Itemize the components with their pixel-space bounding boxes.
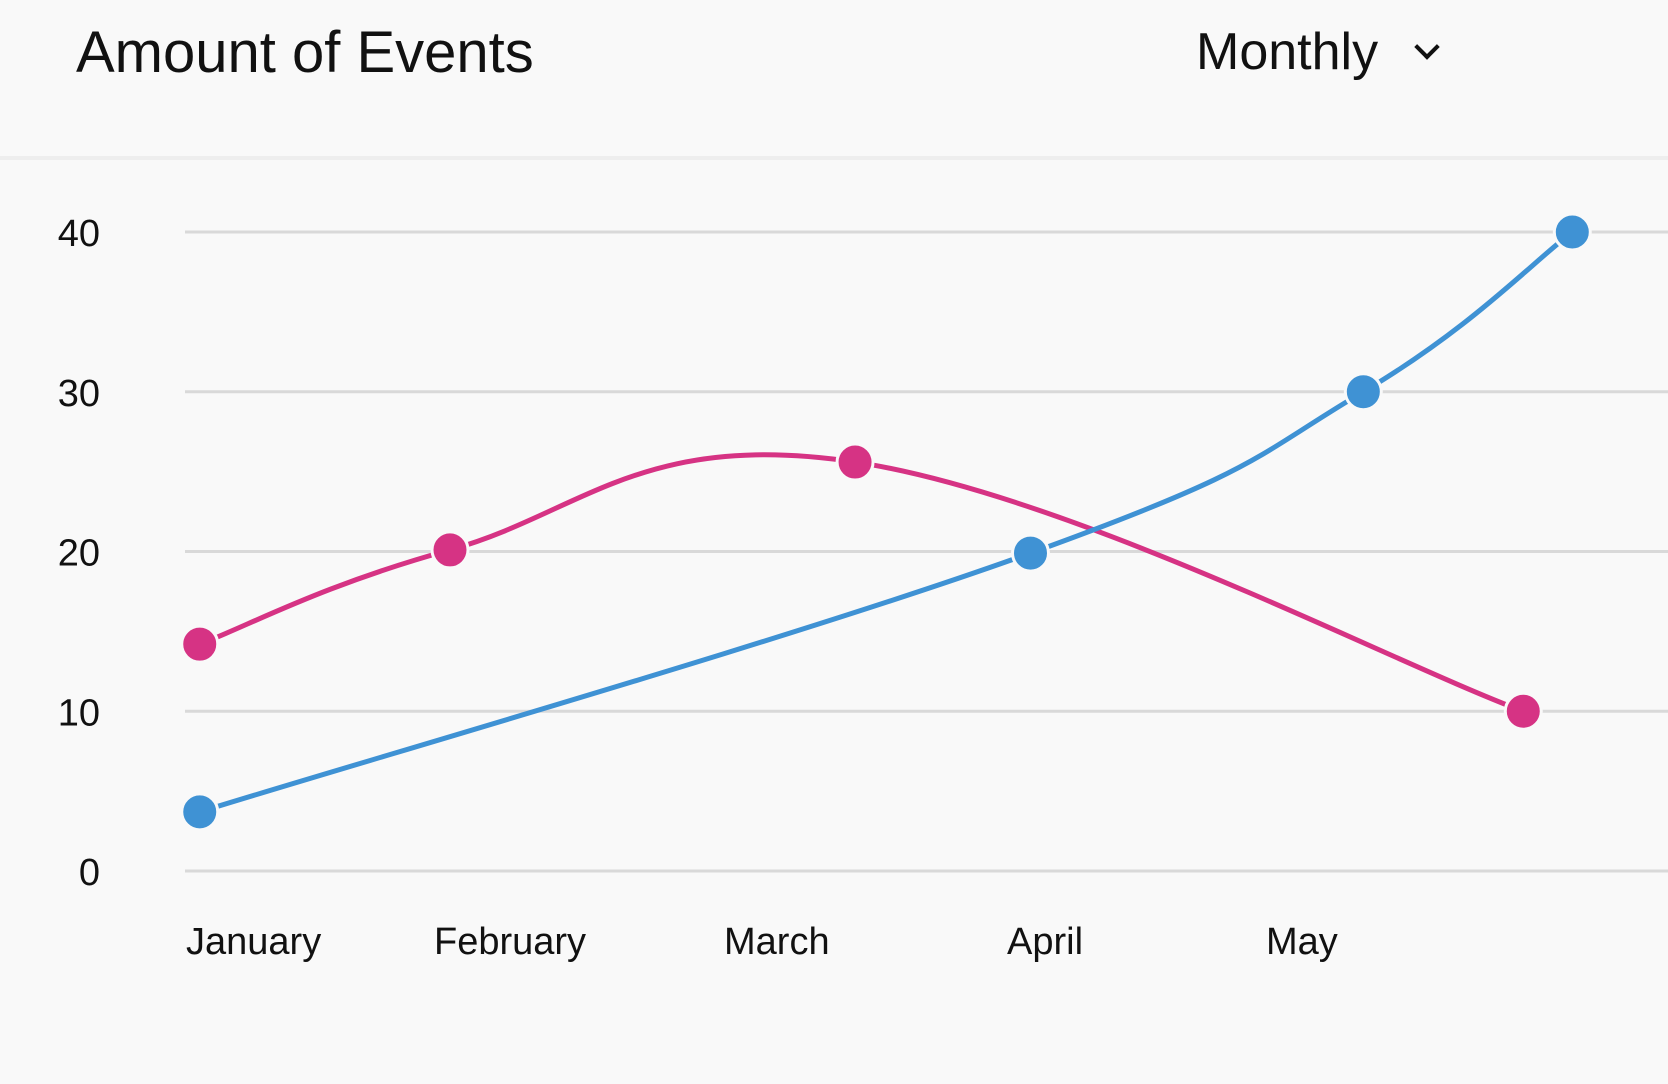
data-point[interactable] xyxy=(1011,533,1050,573)
x-axis-ticks: January February March April May xyxy=(186,921,1338,963)
y-tick-label: 20 xyxy=(58,533,100,575)
y-tick-label: 40 xyxy=(58,213,100,255)
x-tick-label: March xyxy=(724,921,830,963)
chart-title: Amount of Events xyxy=(76,20,534,85)
data-point[interactable] xyxy=(1552,212,1592,252)
data-point[interactable] xyxy=(1343,372,1383,412)
x-tick-label: January xyxy=(186,921,321,963)
x-tick-label: April xyxy=(1007,921,1083,963)
y-tick-label: 10 xyxy=(58,692,100,734)
period-dropdown-value: Monthly xyxy=(1196,23,1379,81)
series-line-1 xyxy=(197,452,1526,714)
data-point[interactable] xyxy=(1503,691,1543,731)
series-line-2 xyxy=(197,229,1575,815)
series-layer xyxy=(180,212,1592,832)
y-tick-label: 30 xyxy=(58,373,100,415)
data-point[interactable] xyxy=(180,792,220,832)
y-axis-ticks: 0 10 20 30 40 xyxy=(58,213,100,894)
x-tick-label: February xyxy=(434,921,586,963)
grid-lines xyxy=(185,230,1668,873)
x-tick-label: May xyxy=(1266,921,1338,963)
chart-svg: 0 10 20 30 40 January February March April May xyxy=(58,212,1668,963)
data-point[interactable] xyxy=(835,442,875,482)
data-point[interactable] xyxy=(180,624,220,664)
chevron-down-icon[interactable] xyxy=(1414,34,1440,60)
period-dropdown[interactable]: Monthly xyxy=(1196,16,1440,88)
chart-header: Amount of Events Monthly xyxy=(0,0,1668,158)
header-divider xyxy=(0,156,1668,160)
data-point[interactable] xyxy=(430,530,470,570)
y-tick-label: 0 xyxy=(79,852,100,894)
line-chart: 0 10 20 30 40 January February March April May xyxy=(0,160,1668,1084)
